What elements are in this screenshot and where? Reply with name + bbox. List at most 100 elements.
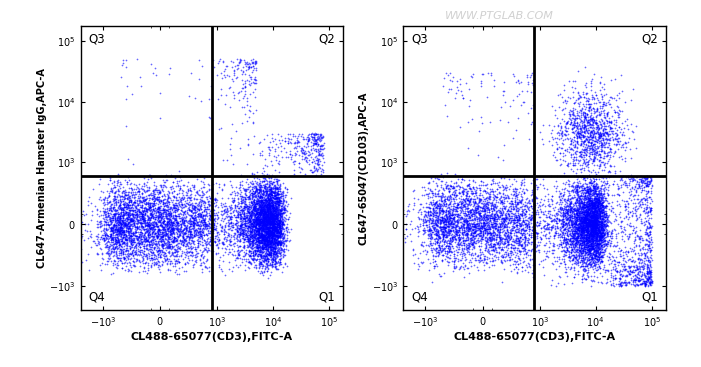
Point	[572, 234, 583, 240]
Point	[158, 224, 170, 230]
Point	[440, 225, 451, 231]
Point	[259, 201, 270, 207]
Point	[168, 236, 179, 242]
Point	[257, 184, 268, 190]
Point	[271, 199, 282, 204]
Point	[112, 228, 123, 234]
Point	[162, 235, 173, 240]
Point	[182, 183, 193, 189]
Point	[595, 209, 606, 215]
Point	[138, 194, 149, 200]
Point	[550, 212, 561, 218]
Point	[151, 233, 163, 239]
Point	[175, 228, 186, 234]
Point	[571, 201, 582, 207]
Point	[475, 210, 486, 215]
Point	[594, 194, 606, 200]
Point	[641, 173, 652, 179]
Point	[266, 217, 278, 223]
Point	[458, 221, 470, 227]
Point	[597, 207, 608, 213]
Point	[163, 234, 175, 240]
Point	[142, 217, 153, 223]
Point	[246, 209, 257, 215]
Point	[135, 232, 146, 238]
Point	[495, 246, 506, 252]
Point	[255, 193, 266, 199]
Point	[433, 233, 444, 239]
Point	[566, 208, 578, 214]
Point	[591, 234, 602, 240]
Point	[113, 237, 124, 243]
Point	[623, 231, 634, 237]
Point	[161, 231, 172, 237]
Point	[133, 269, 144, 275]
Point	[587, 203, 598, 209]
Point	[482, 239, 494, 245]
Point	[492, 154, 503, 160]
Point	[261, 247, 273, 252]
Point	[583, 237, 594, 243]
Point	[484, 119, 496, 125]
Point	[147, 240, 158, 246]
Point	[484, 218, 495, 224]
Point	[128, 195, 139, 201]
Point	[218, 226, 229, 232]
Point	[428, 197, 439, 203]
Point	[566, 188, 577, 194]
Point	[585, 248, 596, 254]
Point	[431, 217, 442, 223]
Point	[559, 222, 571, 228]
Point	[494, 226, 505, 232]
Point	[296, 165, 307, 171]
Point	[271, 212, 282, 218]
Point	[123, 207, 135, 212]
Point	[114, 213, 125, 219]
Point	[191, 220, 202, 226]
Point	[603, 136, 614, 142]
Point	[591, 215, 602, 221]
Point	[165, 228, 177, 234]
Point	[424, 215, 435, 221]
Point	[433, 248, 444, 254]
Point	[276, 219, 287, 225]
Point	[308, 136, 320, 142]
Point	[538, 232, 549, 238]
Point	[573, 210, 585, 215]
Point	[597, 202, 608, 208]
Point	[510, 193, 522, 199]
Point	[247, 232, 258, 238]
Point	[620, 272, 632, 278]
Point	[505, 268, 516, 274]
Point	[98, 235, 109, 241]
Point	[596, 228, 607, 234]
Point	[266, 212, 277, 218]
Point	[639, 278, 650, 284]
Point	[562, 162, 573, 168]
Point	[578, 114, 590, 120]
Point	[268, 234, 280, 240]
Point	[572, 129, 583, 135]
Point	[634, 278, 645, 284]
Point	[307, 169, 318, 175]
Point	[252, 237, 263, 243]
Point	[587, 214, 598, 219]
Point	[569, 254, 580, 259]
Point	[632, 282, 644, 288]
Point	[595, 224, 606, 230]
Point	[640, 197, 651, 203]
Point	[272, 203, 283, 208]
Point	[460, 237, 471, 243]
Point	[430, 230, 441, 236]
Point	[620, 279, 632, 285]
Point	[235, 228, 246, 234]
Point	[578, 200, 590, 206]
Point	[425, 240, 436, 246]
Point	[589, 222, 600, 228]
Point	[585, 226, 597, 232]
Point	[437, 186, 449, 192]
Point	[254, 225, 266, 231]
Point	[433, 233, 444, 239]
Point	[185, 234, 196, 240]
Point	[581, 254, 592, 260]
